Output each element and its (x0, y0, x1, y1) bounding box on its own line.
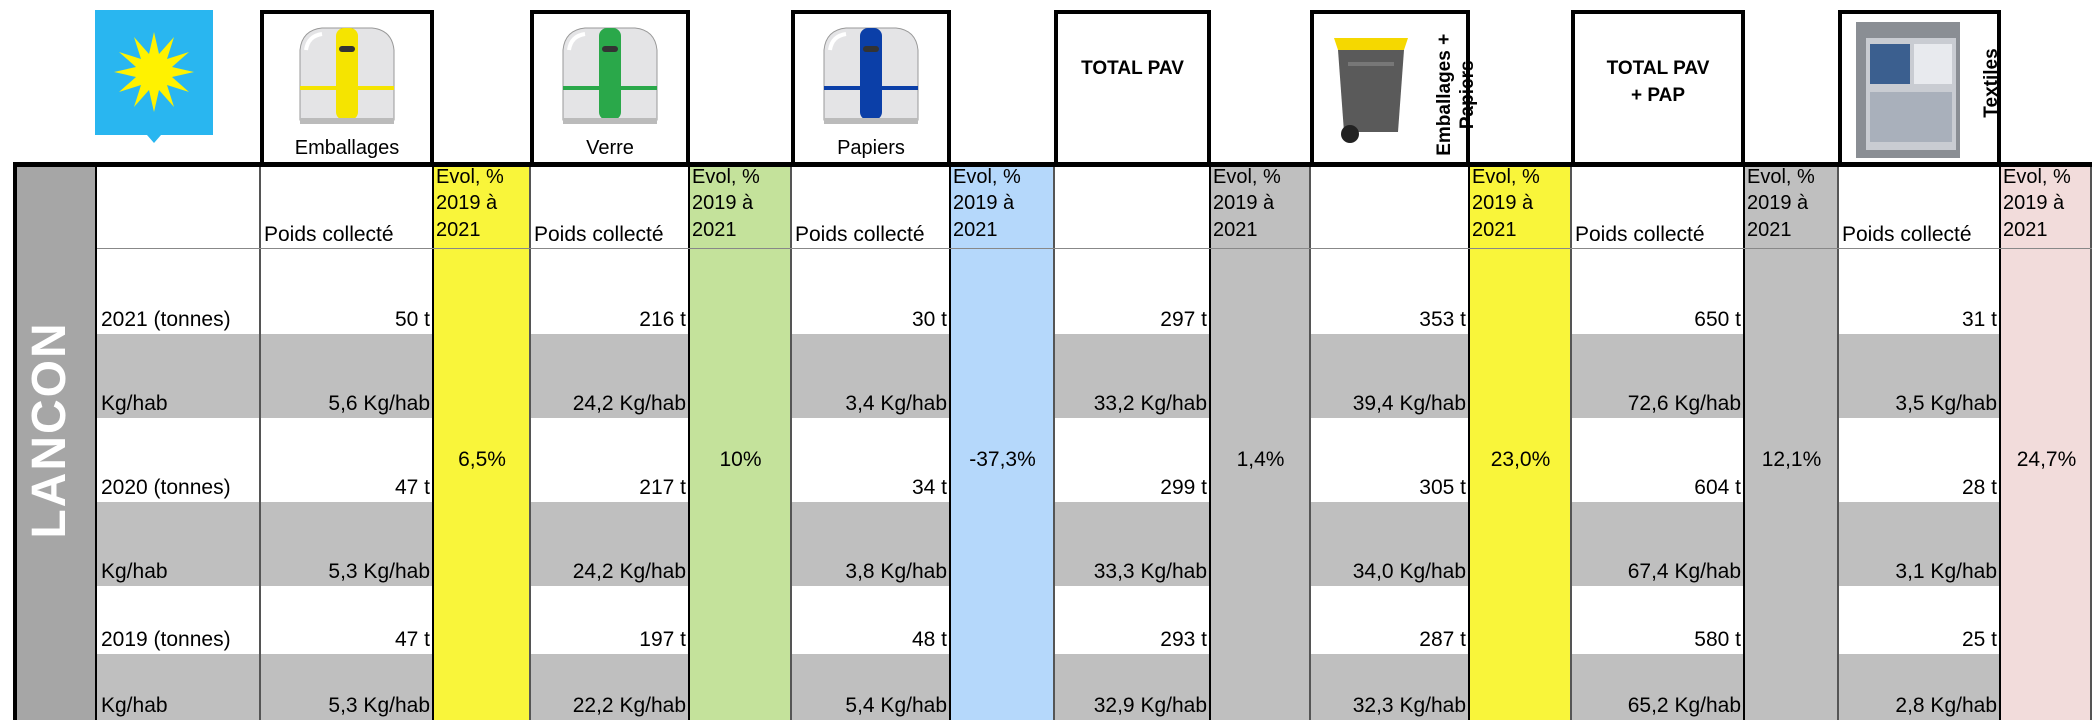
cell-value: 22,2 Kg/hab (530, 654, 690, 720)
cell-value: 33,3 Kg/hab (1054, 502, 1211, 586)
cell-value: 580 t (1571, 586, 1745, 654)
column-subheader: Poids collecté (1838, 164, 2001, 249)
cell-value: 32,3 Kg/hab (1310, 654, 1470, 720)
row-label: Kg/hab (97, 654, 260, 720)
cell-value: 72,6 Kg/hab (1571, 334, 1745, 418)
cell-value: 65,2 Kg/hab (1571, 654, 1745, 720)
cell-value: 5,3 Kg/hab (260, 654, 434, 720)
evol-header: Evol, % 2019 à 2021 (1470, 164, 1560, 249)
column-subheader: Poids collecté (791, 164, 951, 249)
evol-header: Evol, % 2019 à 2021 (1211, 164, 1301, 249)
column-header: Emballages + Papiers (1434, 20, 1480, 170)
evol-header: Evol, % 2019 à 2021 (1745, 164, 1835, 249)
cell-value: 32,9 Kg/hab (1054, 654, 1211, 720)
container-icon (555, 20, 665, 132)
cell-value: 216 t (530, 249, 690, 334)
row-label: 2020 (tonnes) (97, 418, 260, 502)
textile-container-photo (1856, 22, 1960, 158)
cell-value: 24,2 Kg/hab (530, 334, 690, 418)
column-header: TOTAL PAV + PAP (1599, 56, 1717, 109)
cell-value: 297 t (1054, 249, 1211, 334)
column-subheader: Poids collecté (260, 164, 434, 249)
cell-value: 197 t (530, 586, 690, 654)
row-label: Kg/hab (97, 502, 260, 586)
cell-value: 5,4 Kg/hab (791, 654, 951, 720)
column-header: Textiles (1981, 33, 2003, 133)
cell-value: 48 t (791, 586, 951, 654)
cell-value: 31 t (1838, 249, 2001, 334)
cell-value: 33,2 Kg/hab (1054, 334, 1211, 418)
column-header: Papiers (795, 137, 947, 160)
cell-value: 2,8 Kg/hab (1838, 654, 2001, 720)
evol-header: Evol, % 2019 à 2021 (434, 164, 524, 249)
column-header: Emballages (264, 137, 430, 160)
evol-value: 10% (690, 418, 791, 502)
cell-value: 28 t (1838, 418, 2001, 502)
column-header-box: Textiles (1838, 10, 2001, 166)
header-line (13, 162, 2092, 167)
cell-value: 293 t (1054, 586, 1211, 654)
cell-value: 34,0 Kg/hab (1310, 502, 1470, 586)
container-icon (292, 20, 402, 132)
cell-value: 3,5 Kg/hab (1838, 334, 2001, 418)
cell-value: 47 t (260, 586, 434, 654)
evol-value: -37,3% (951, 418, 1054, 502)
cell-value: 604 t (1571, 418, 1745, 502)
column-header-box: Emballages + Papiers (1310, 10, 1470, 166)
evol-value: 12,1% (1745, 418, 1838, 502)
column-header: Verre (534, 137, 686, 160)
column-header-box: Verre (530, 10, 690, 166)
evol-header: Evol, % 2019 à 2021 (2001, 164, 2091, 249)
evol-value: 23,0% (1470, 418, 1571, 502)
evol-value: 6,5% (434, 418, 530, 502)
column-header-box: Emballages (260, 10, 434, 166)
column-header-box: TOTAL PAV (1054, 10, 1211, 166)
cell-value: 5,6 Kg/hab (260, 334, 434, 418)
cell-value: 34 t (791, 418, 951, 502)
row-label: 2019 (tonnes) (97, 586, 260, 654)
evol-value: 1,4% (1211, 418, 1310, 502)
cell-value: 25 t (1838, 586, 2001, 654)
column-subheader: Poids collecté (1571, 164, 1745, 249)
cell-value: 299 t (1054, 418, 1211, 502)
container-icon (816, 20, 926, 132)
cell-value: 3,8 Kg/hab (791, 502, 951, 586)
cell-value: 650 t (1571, 249, 1745, 334)
evol-header: Evol, % 2019 à 2021 (951, 164, 1041, 249)
cell-value: 3,4 Kg/hab (791, 334, 951, 418)
column-header-box: Papiers (791, 10, 951, 166)
town-logo (95, 10, 215, 145)
row-label: Kg/hab (97, 334, 260, 418)
page: {"site": "LANCON", "columns": [ {"header… (0, 0, 2092, 720)
cell-value: 67,4 Kg/hab (1571, 502, 1745, 586)
evol-value: 24,7% (2001, 418, 2092, 502)
cell-value: 287 t (1310, 586, 1470, 654)
bin-icon (1328, 32, 1414, 147)
cell-value: 217 t (530, 418, 690, 502)
evol-header: Evol, % 2019 à 2021 (690, 164, 780, 249)
cell-value: 47 t (260, 418, 434, 502)
cell-value: 39,4 Kg/hab (1310, 334, 1470, 418)
row-label: 2021 (tonnes) (97, 249, 260, 334)
column-header-box: TOTAL PAV + PAP (1571, 10, 1745, 166)
cell-value: 50 t (260, 249, 434, 334)
cell-value: 353 t (1310, 249, 1470, 334)
column-header: TOTAL PAV (1074, 56, 1192, 83)
site-name: LANCON (20, 200, 80, 660)
cell-value: 3,1 Kg/hab (1838, 502, 2001, 586)
cell-value: 24,2 Kg/hab (530, 502, 690, 586)
cell-value: 5,3 Kg/hab (260, 502, 434, 586)
cell-value: 305 t (1310, 418, 1470, 502)
column-subheader: Poids collecté (530, 164, 690, 249)
cell-value: 30 t (791, 249, 951, 334)
